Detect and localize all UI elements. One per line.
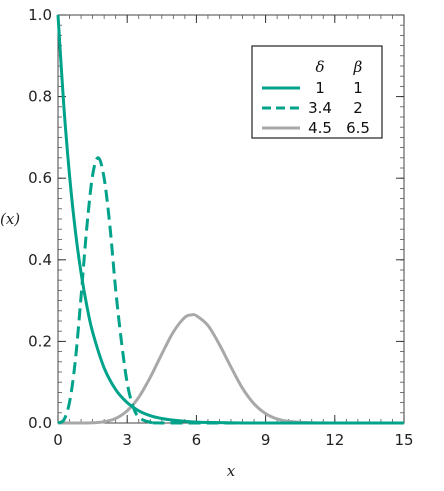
legend-delta-value: 3.4 <box>308 99 332 117</box>
x-tick-label: 6 <box>192 431 202 449</box>
legend-beta-value: 1 <box>353 79 363 97</box>
x-axis-label: x <box>227 462 236 480</box>
y-tick-label: 0.2 <box>28 332 52 350</box>
legend-header: β <box>353 58 363 76</box>
series-line-2 <box>58 158 404 423</box>
y-tick-label: 0.4 <box>28 251 52 269</box>
y-tick-label: 0.0 <box>28 414 52 432</box>
x-tick-label: 3 <box>122 431 132 449</box>
legend-header: δ <box>315 58 324 76</box>
y-tick-label: 1.0 <box>28 6 52 24</box>
series-line-3 <box>58 315 404 423</box>
legend-beta-value: 2 <box>353 99 363 117</box>
y-tick-label: 0.8 <box>28 88 52 106</box>
legend: δ β 1 1 3.4 2 4.5 6.5 <box>252 46 382 138</box>
y-tick-label: 0.6 <box>28 169 52 187</box>
x-tick-label: 0 <box>53 431 63 449</box>
legend-delta-value: 1 <box>315 79 325 97</box>
y-axis-label: (x) <box>0 210 20 228</box>
legend-delta-value: 4.5 <box>308 119 332 137</box>
legend-beta-value: 6.5 <box>346 119 370 137</box>
x-tick-label: 12 <box>325 431 344 449</box>
x-tick-label: 15 <box>394 431 413 449</box>
x-tick-label: 9 <box>261 431 271 449</box>
